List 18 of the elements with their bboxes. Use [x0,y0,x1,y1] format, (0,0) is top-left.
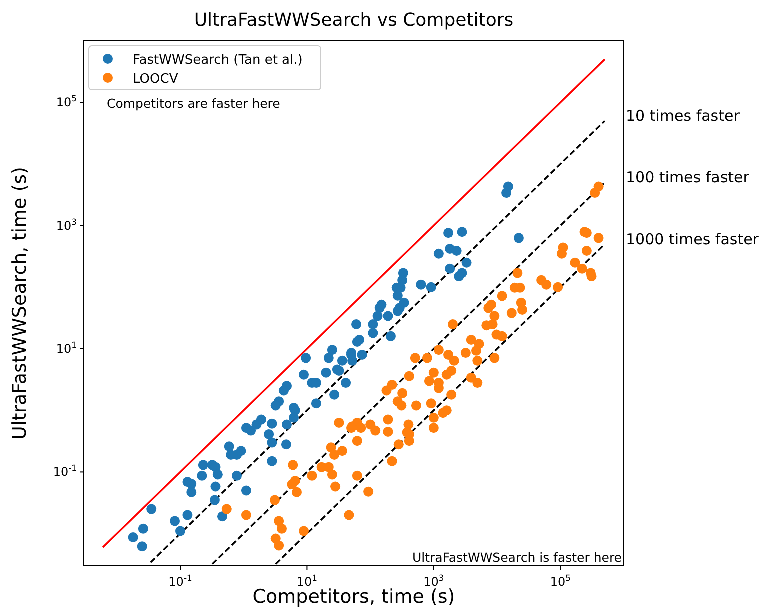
x-axis-title: Competitors, time (s) [252,586,456,608]
annotation: UltraFastWWSearch is faster here [412,550,622,565]
y-tick-label: 10$^{1}$ [56,340,77,356]
legend-label: LOOCV [133,72,178,87]
x-tick-label: 10$^{-1}$ [168,573,192,589]
series-label: 1000 times faster [626,230,760,248]
y-tick-label: 10$^{-1}$ [53,463,77,480]
annotation: Competitors are faster here [107,96,281,111]
x-tick-label: 10$^{1}$ [296,573,318,589]
series-label: 100 times faster [626,168,750,187]
x-tick-label: 10$^{5}$ [550,573,571,589]
legend-label: FastWWSearch (Tan et al.) [133,53,303,68]
series-label: 10 times faster [626,107,741,126]
y-tick-label: 10$^{3}$ [56,216,77,233]
chart-title: UltraFastWWSearch vs Competitors [194,10,514,31]
y-tick-label: 10$^{5}$ [56,94,77,110]
x-tick-label: 10$^{3}$ [424,573,444,589]
y-axis-title: UltraFastWWSearch, time (s) [9,167,31,440]
